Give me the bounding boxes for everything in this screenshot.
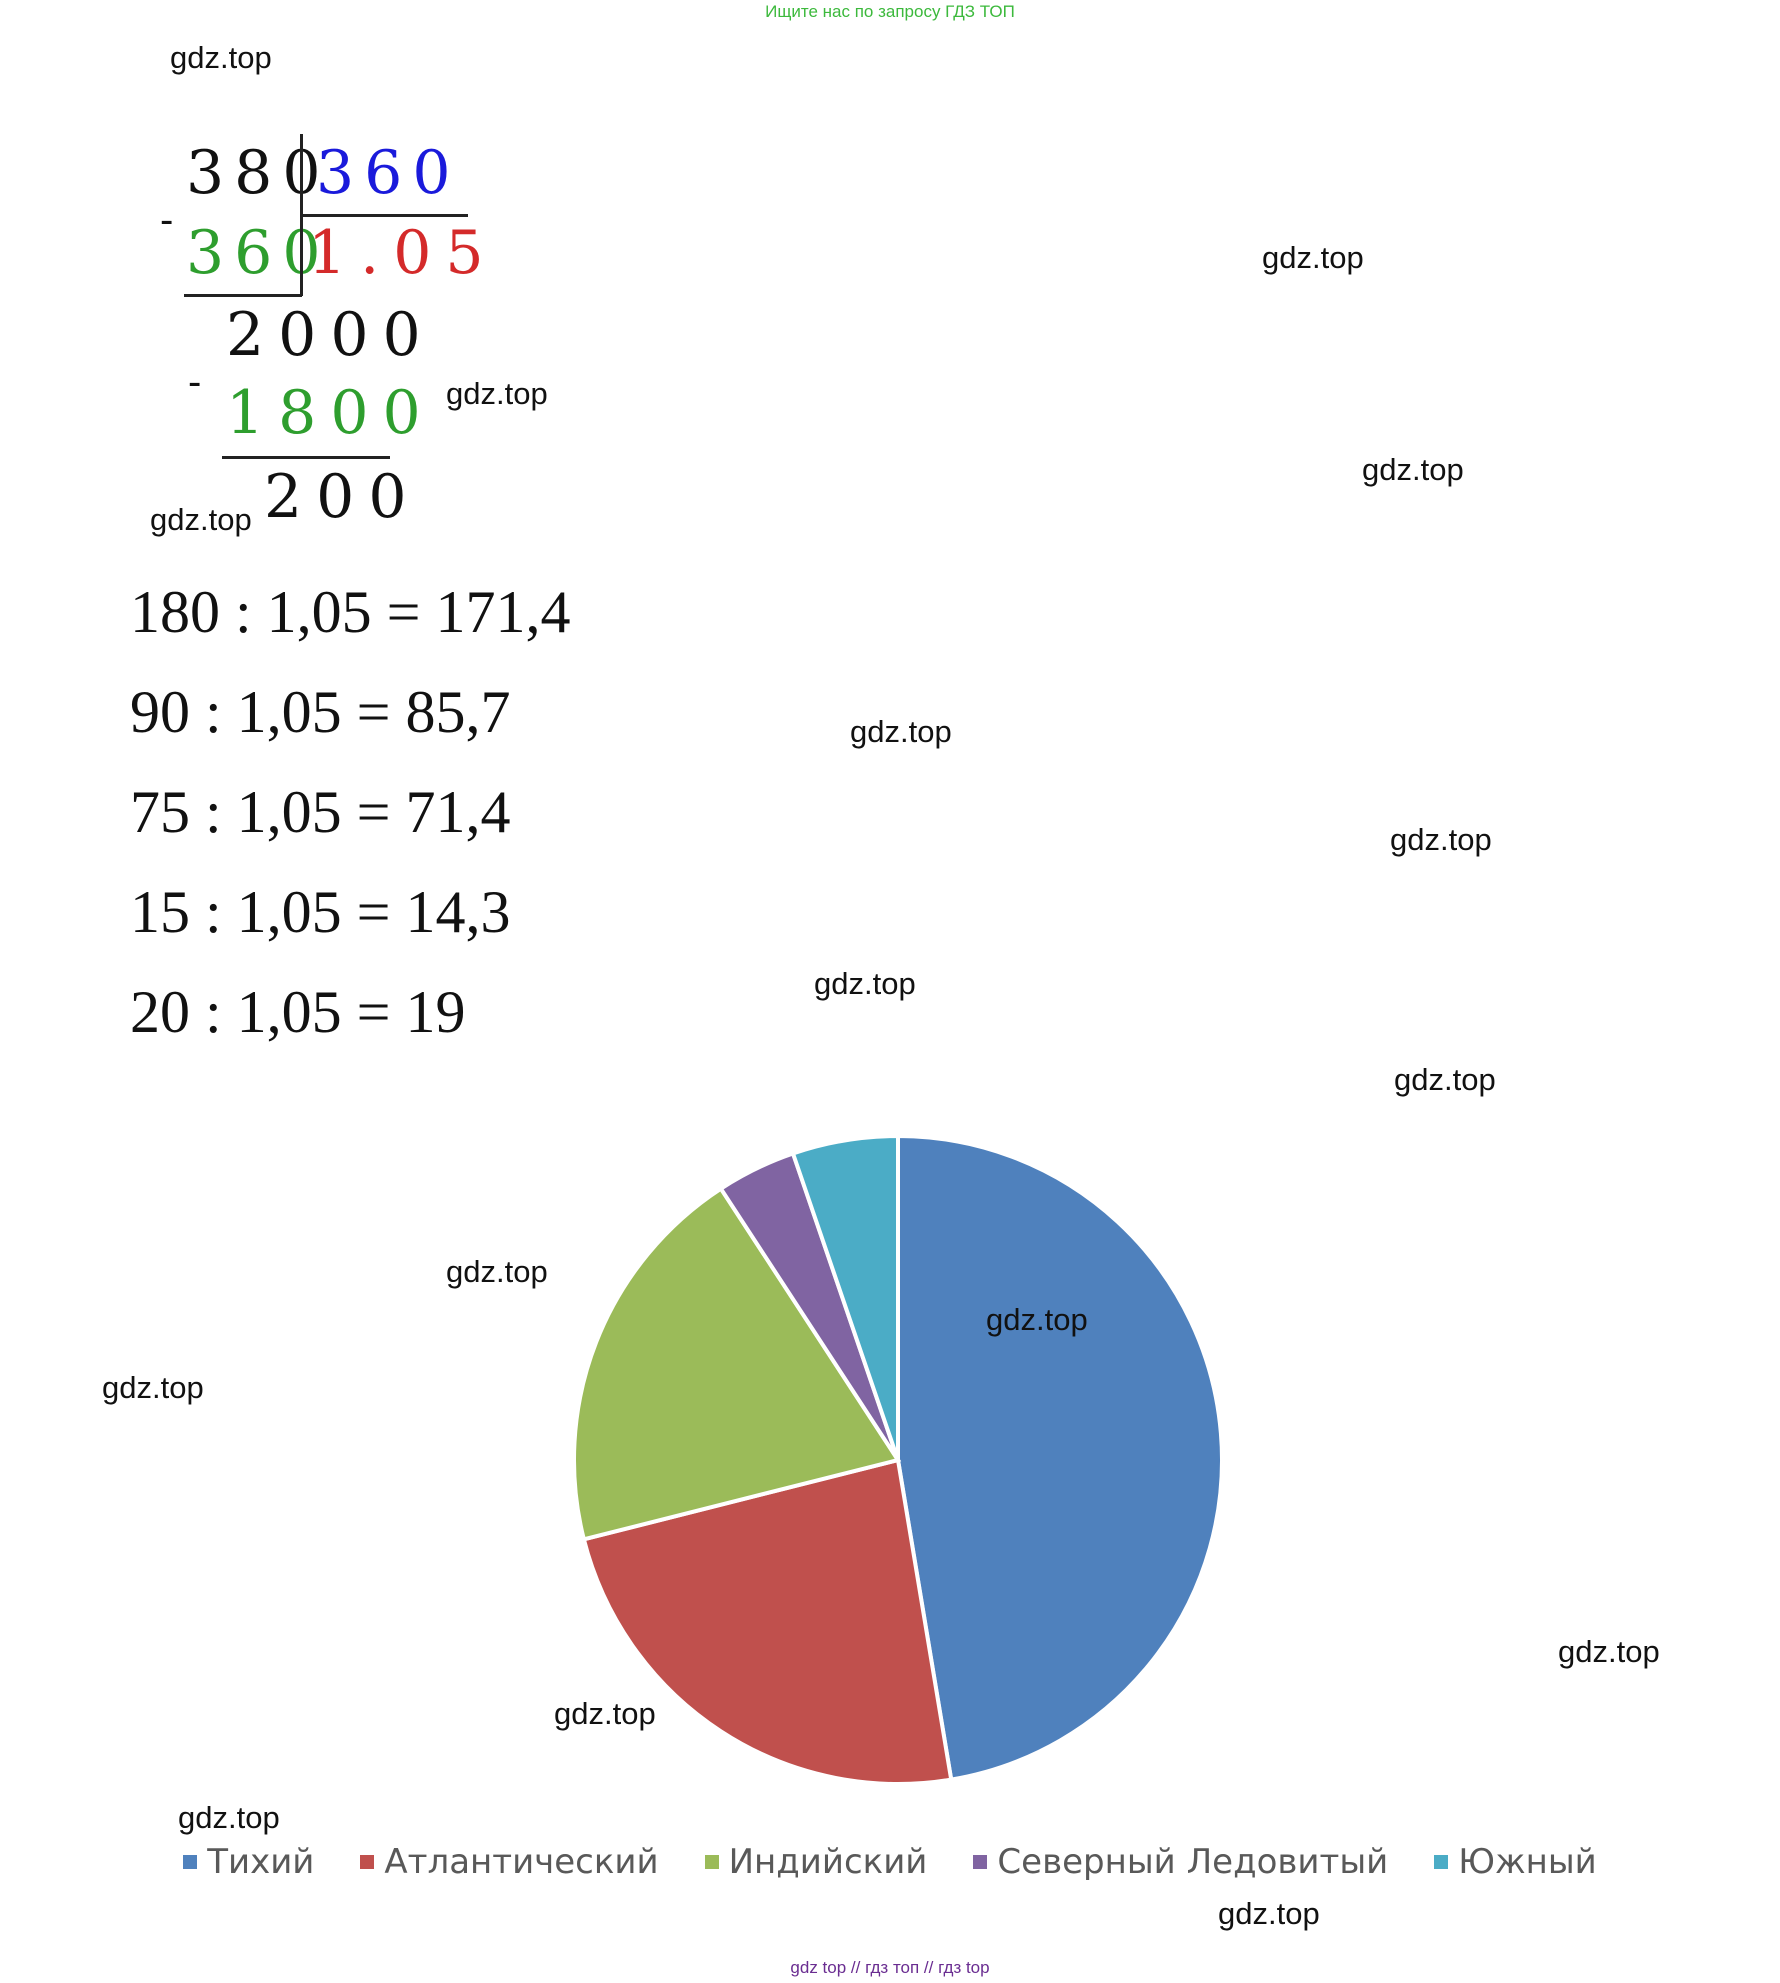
top-banner: Ищите нас по запросу ГДЗ ТОП	[765, 2, 1015, 21]
division-underline-1	[184, 294, 302, 297]
watermark: gdz.top	[554, 1696, 656, 1731]
minus-sign: -	[160, 198, 174, 242]
remainder-1: 2000	[226, 300, 435, 370]
legend-swatch	[1434, 1855, 1449, 1869]
pie-slice-3	[718, 1150, 900, 1462]
equation-3: 75 : 1,05 = 71,4	[130, 779, 511, 845]
watermark: gdz.top	[1390, 822, 1492, 857]
watermark: gdz.top	[150, 502, 252, 537]
subtrahend: 360	[186, 218, 331, 288]
watermark: gdz.top	[814, 966, 916, 1001]
legend-label: Тихий	[207, 1842, 315, 1882]
subtrahend-2: 1800	[226, 378, 435, 448]
watermark: gdz.top	[1558, 1634, 1660, 1669]
watermark: gdz.top	[178, 1800, 280, 1835]
legend-label: Северный Ледовитый	[997, 1842, 1389, 1882]
legend-item: Индийский	[704, 1842, 928, 1882]
legend-label: Индийский	[728, 1842, 928, 1882]
watermark: gdz.top	[1394, 1062, 1496, 1097]
watermark: gdz.top	[446, 376, 548, 411]
watermark: gdz.top	[170, 40, 272, 75]
legend-item: Северный Ледовитый	[973, 1842, 1388, 1882]
legend-item: Южный	[1434, 1842, 1597, 1882]
remainder-2: 200	[264, 462, 421, 532]
bottom-banner[interactable]: gdz top // гдз топ // гдз top	[790, 1958, 990, 1977]
legend-label: Атлантический	[384, 1842, 659, 1882]
division-underline-2	[222, 456, 390, 459]
watermark: gdz.top	[1262, 240, 1364, 275]
legend-swatch	[183, 1855, 198, 1869]
watermark: gdz.top	[446, 1254, 548, 1289]
equation-1: 180 : 1,05 = 171,4	[130, 579, 571, 645]
pie-slice-0	[896, 1133, 1224, 1782]
legend-item: Тихий	[183, 1842, 314, 1882]
watermark: gdz.top	[850, 714, 952, 749]
quotient: 1.05	[308, 218, 498, 288]
watermark: gdz.top	[1218, 1896, 1320, 1931]
minus-sign-2: -	[188, 360, 202, 404]
pie-slice-4	[790, 1133, 900, 1461]
equation-2: 90 : 1,05 = 85,7	[130, 679, 511, 745]
division-quotient-line	[300, 214, 468, 217]
watermark: gdz.top	[102, 1370, 204, 1405]
watermark: gdz.top	[1362, 452, 1464, 487]
equation-5: 20 : 1,05 = 19	[130, 979, 466, 1045]
pie-slice-1	[581, 1457, 954, 1786]
legend-swatch	[973, 1855, 988, 1869]
legend-swatch	[360, 1855, 375, 1869]
legend-label: Южный	[1458, 1842, 1597, 1882]
pie-slice-2	[572, 1185, 902, 1542]
legend-swatch	[704, 1855, 719, 1869]
dividend: 380	[186, 138, 331, 208]
watermark: gdz.top	[986, 1302, 1088, 1337]
divisor: 360	[316, 138, 461, 208]
legend-item: Атлантический	[360, 1842, 659, 1882]
equation-4: 15 : 1,05 = 14,3	[130, 879, 511, 945]
chart-legend: Тихий Атлантический Индийский Северный Л…	[0, 1842, 1780, 1882]
